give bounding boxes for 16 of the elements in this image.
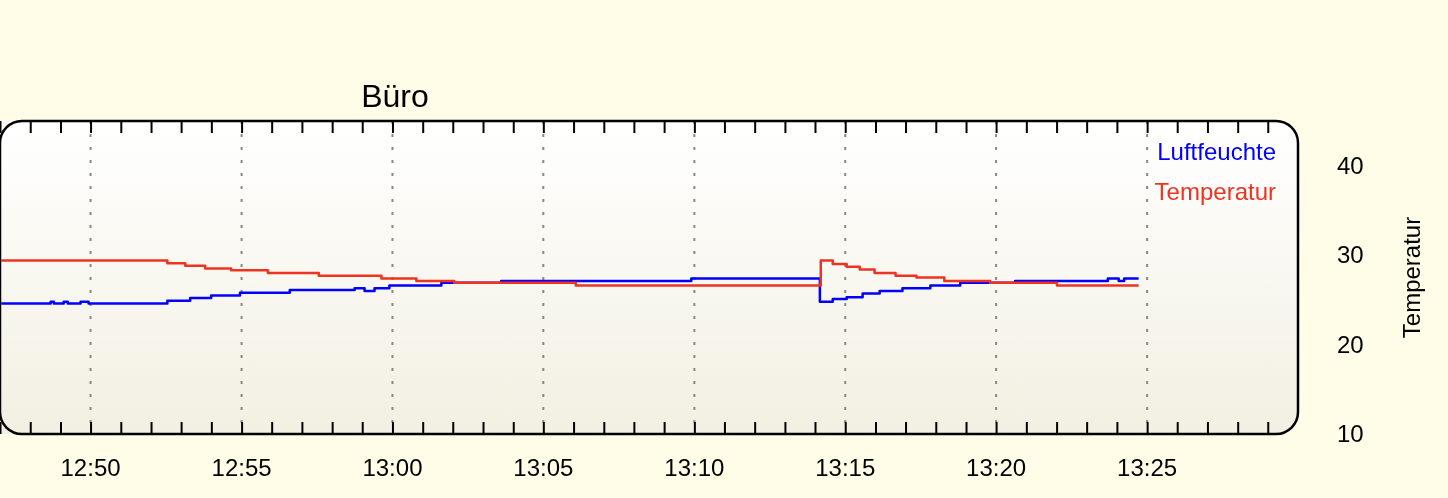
y-tick-label: 20 — [1337, 330, 1364, 358]
chart-title: Büro — [361, 78, 429, 114]
text: Luftfeuchte — [1157, 138, 1276, 165]
x-tick-label: 13:15 — [815, 454, 876, 481]
x-tick-label: 13:05 — [513, 454, 574, 481]
x-tick-label: 12:55 — [211, 454, 272, 481]
x-tick-label: 13:00 — [362, 454, 423, 481]
y-tick-label: 30 — [1337, 241, 1364, 269]
x-tick-label: 13:10 — [664, 454, 725, 481]
y-tick-label: 10 — [1337, 420, 1364, 448]
text: Temperatur — [1154, 178, 1276, 205]
x-tick-label: 13:20 — [966, 454, 1027, 481]
x-tick-label: 13:25 — [1117, 454, 1178, 481]
y-tick-label: 40 — [1337, 151, 1364, 179]
x-tick-label: 12:50 — [60, 454, 121, 481]
y-axis-title: Temperatur — [1398, 216, 1425, 339]
